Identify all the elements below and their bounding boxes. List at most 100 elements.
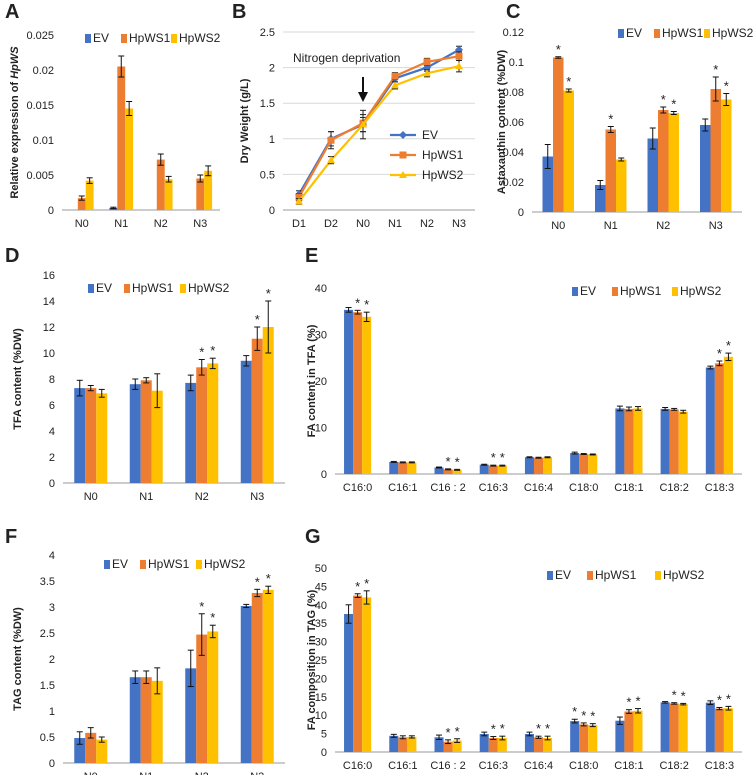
panel-C: C 0 0.02 0.04 0.06 0.08 0.1 0.12 Astaxanthin con…: [496, 1, 754, 232]
bar: [553, 57, 564, 212]
y-axis-title: Astaxanthin content (%DW): [496, 50, 508, 195]
marker-square: [327, 136, 335, 144]
significance-star: *: [536, 721, 541, 736]
legend-swatch: [171, 34, 177, 43]
y-tick-label: 30: [315, 330, 327, 342]
legend-swatch: [547, 571, 553, 580]
x-tick-label: N3: [250, 491, 264, 503]
x-tick-label: N3: [709, 220, 723, 232]
y-tick-label: 0: [321, 747, 327, 759]
y-tick-label: 0.08: [503, 87, 524, 99]
bar: [389, 461, 399, 474]
marker-square: [295, 193, 303, 201]
significance-star: *: [713, 62, 718, 77]
bar: [185, 382, 197, 483]
y-tick-label: 0: [49, 758, 55, 770]
y-tick-label: 3: [49, 602, 55, 614]
bar: [660, 408, 670, 474]
y-tick-label: 6: [49, 400, 55, 412]
bar: [164, 179, 173, 210]
legend-label: EV: [422, 128, 438, 142]
legend-label: HpWS2: [680, 284, 722, 298]
significance-star: *: [199, 345, 204, 360]
legend-swatch: [124, 284, 130, 293]
significance-star: *: [266, 571, 271, 586]
x-tick-label: N2: [195, 771, 209, 775]
marker-triangle: [391, 81, 399, 89]
bar: [129, 677, 141, 763]
legend-swatch: [121, 34, 127, 43]
panel-letter: B: [232, 1, 246, 23]
bar: [710, 89, 721, 212]
bar: [678, 704, 688, 752]
bar: [207, 363, 219, 483]
y-tick-label: 30: [315, 637, 327, 649]
bar: [668, 113, 679, 212]
y-axis-title: Relative expression of HpWS: [9, 46, 21, 199]
y-axis-title-gene: HpWS: [9, 46, 21, 79]
legend-label: HpWS2: [663, 568, 705, 582]
x-tick-label: D2: [324, 218, 338, 230]
significance-star: *: [491, 722, 496, 737]
y-tick-label: 0.1: [509, 57, 524, 69]
bar: [140, 380, 152, 483]
bar: [615, 720, 625, 752]
bar: [434, 737, 444, 752]
bar: [443, 469, 453, 474]
y-tick-label: 20: [315, 673, 327, 685]
x-tick-label: C16:1: [388, 482, 417, 494]
bar: [570, 721, 580, 752]
significance-star: *: [726, 338, 731, 353]
legend-label: HpWS1: [662, 26, 704, 40]
significance-star: *: [255, 574, 260, 589]
y-axis-title: Dry Weight (g/L): [239, 78, 251, 163]
bar: [542, 156, 553, 212]
bar: [344, 309, 354, 474]
y-tick-label: 0: [49, 478, 55, 490]
panel-A: A 0 0.005 0.01 0.015 0.02 0.025 Relative expres…: [5, 1, 221, 230]
y-axis-title: FA composition in TAG (%): [306, 589, 318, 730]
legend-label: HpWS1: [620, 284, 662, 298]
bar: [533, 737, 544, 752]
y-tick-label: 10: [315, 710, 327, 722]
y-tick-label: 0.02: [503, 177, 524, 189]
bar: [77, 198, 86, 210]
marker-square: [391, 72, 399, 80]
significance-star: *: [491, 450, 496, 465]
marker-triangle: [327, 156, 335, 164]
bar: [117, 66, 126, 210]
bar: [524, 733, 534, 752]
bar: [543, 457, 553, 474]
x-tick-label: N2: [195, 491, 209, 503]
significance-star: *: [455, 454, 460, 469]
y-tick-label: 0.015: [26, 100, 54, 112]
bar: [353, 312, 363, 474]
bar: [615, 408, 625, 474]
series-line: [298, 65, 460, 203]
bar: [605, 129, 616, 212]
significance-star: *: [199, 599, 204, 614]
bar: [262, 327, 274, 483]
bar: [533, 457, 544, 474]
marker-triangle: [423, 69, 431, 77]
legend-swatch: [196, 560, 202, 569]
x-tick-label: C16:4: [524, 760, 553, 772]
bar: [74, 388, 86, 483]
bar: [407, 462, 417, 474]
bar: [96, 393, 108, 483]
x-tick-label: C18:2: [659, 760, 688, 772]
x-tick-label: C18:1: [614, 760, 643, 772]
y-tick-label: 10: [315, 423, 327, 435]
bar: [488, 738, 498, 752]
bar: [524, 457, 534, 474]
significance-star: *: [566, 74, 571, 89]
legend-label: HpWS1: [595, 568, 637, 582]
bar: [588, 725, 598, 752]
y-tick-label: 2.5: [40, 628, 55, 640]
bar: [362, 316, 372, 474]
y-tick-label: 25: [315, 655, 327, 667]
x-tick-label: C16:3: [479, 760, 508, 772]
bar: [196, 367, 208, 483]
y-tick-label: 4: [49, 426, 55, 438]
